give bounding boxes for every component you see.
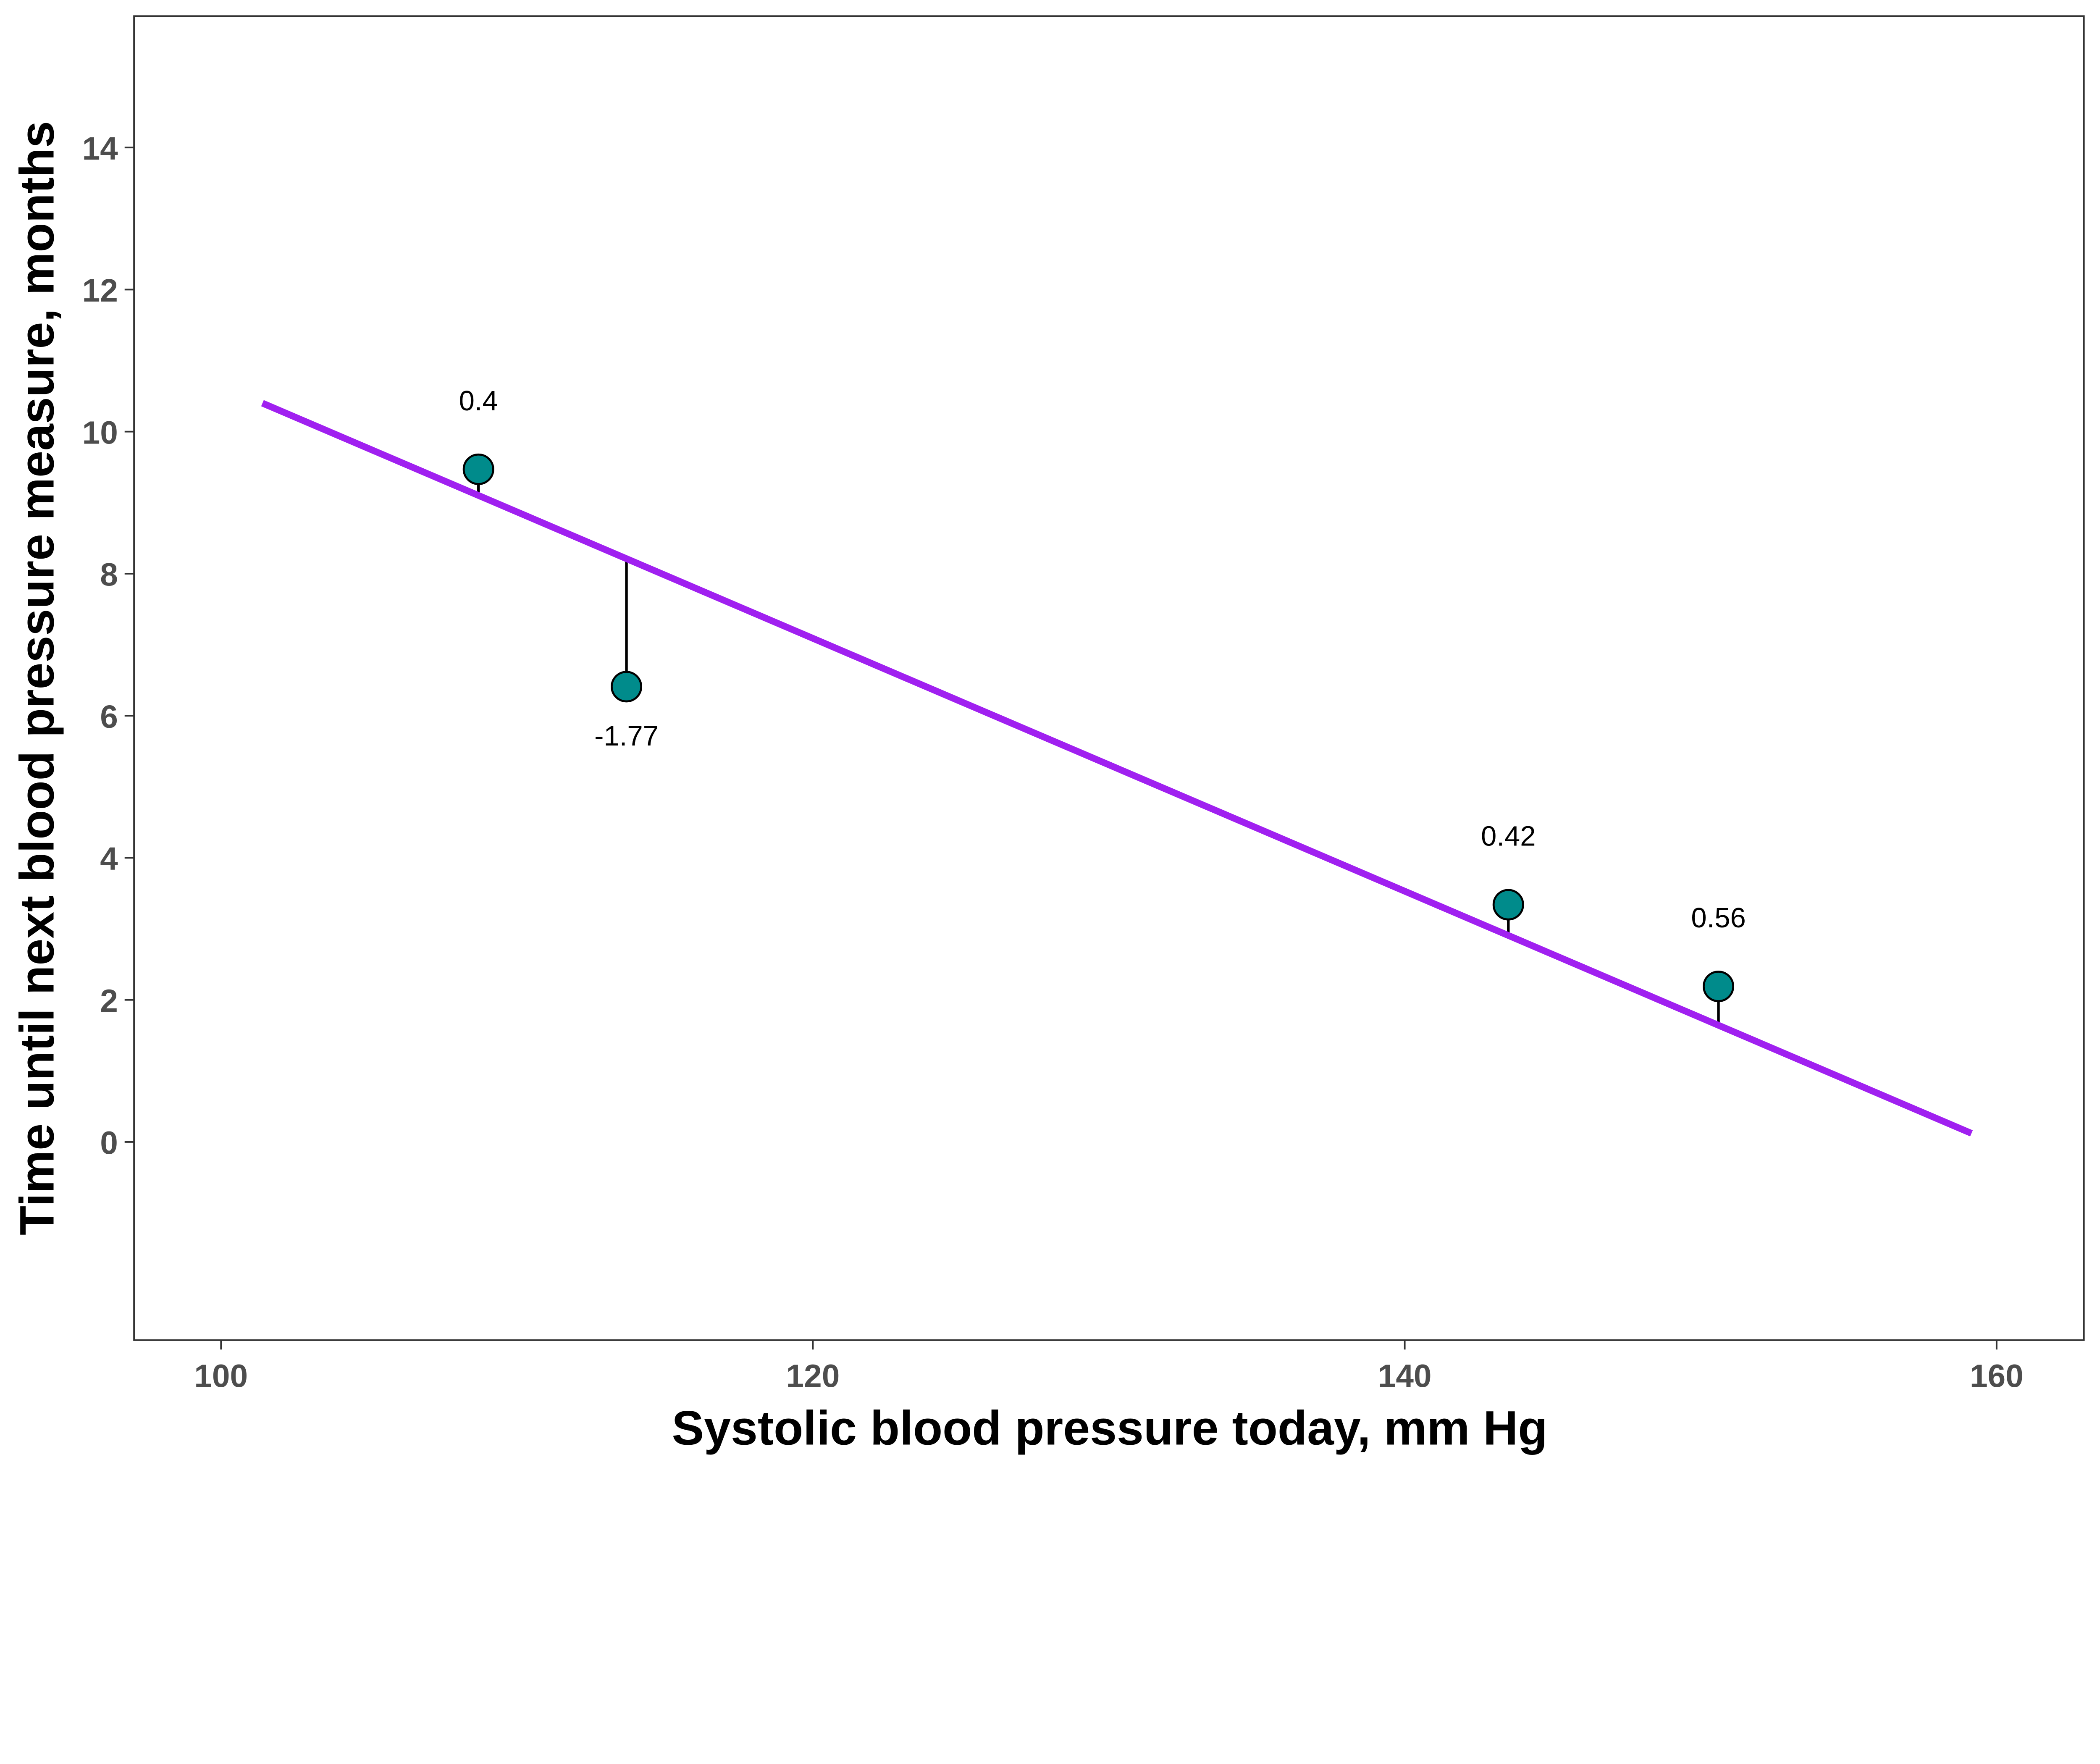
data-point [1492, 889, 1524, 921]
y-tick-label: 14 [82, 131, 118, 167]
chart-marks: 0.4 -1.77 0.42 0.56 [261, 385, 1973, 1137]
y-tick-label: 8 [100, 557, 118, 593]
x-tick-label: 140 [1378, 1358, 1432, 1394]
y-tick-label: 4 [100, 841, 118, 877]
y-tick-label: 12 [82, 273, 118, 309]
data-point [611, 671, 643, 703]
x-axis-title: Systolic blood pressure today, mm Hg [672, 1402, 1548, 1455]
data-point [462, 453, 494, 485]
x-tick-label: 120 [786, 1358, 840, 1394]
residual-label: 0.56 [1691, 902, 1746, 934]
residual-label: 0.42 [1481, 821, 1536, 852]
scatter-chart: 100 120 140 160 0 2 4 6 8 10 12 14 0.4 -1.77 0.42 0.5… [10, 15, 2085, 1455]
y-axis-title: Time until next blood pressure measure, … [10, 121, 64, 1235]
y-tick-label: 2 [100, 983, 118, 1019]
plot-panel [133, 15, 2085, 1341]
x-tick-label: 100 [194, 1358, 248, 1394]
y-tick-label: 0 [100, 1126, 118, 1161]
regression-line [261, 400, 1973, 1137]
residual-label: -1.77 [594, 720, 659, 752]
y-tick-label: 6 [100, 699, 118, 735]
data-point [1703, 971, 1735, 1003]
residual-label: 0.4 [459, 385, 498, 417]
x-axis: 100 120 140 160 [194, 1340, 2024, 1394]
y-tick-label: 10 [82, 415, 118, 451]
x-tick-label: 160 [1970, 1358, 2024, 1394]
y-axis: 0 2 4 6 8 10 12 14 [82, 131, 134, 1161]
